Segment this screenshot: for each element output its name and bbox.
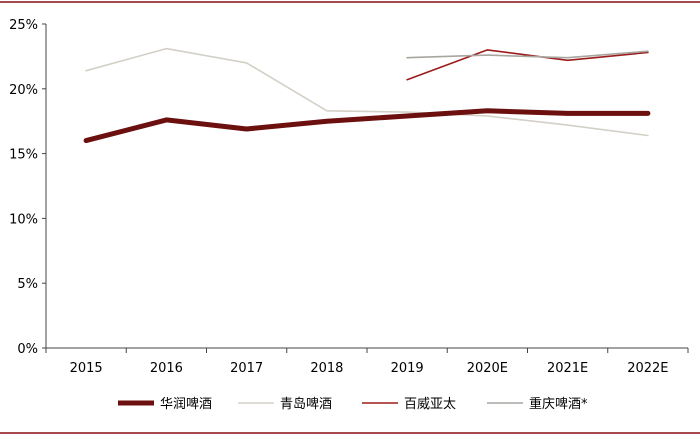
legend-label: 百威亚太: [404, 397, 456, 412]
x-tick-label: 2020E: [467, 361, 508, 376]
y-tick-label: 5%: [17, 277, 38, 292]
legend-label: 华润啤酒: [160, 397, 212, 412]
legend: 华润啤酒 青岛啤酒 百威亚太 重庆啤酒*: [118, 396, 588, 412]
x-tick-label: 2017: [230, 361, 263, 376]
y-tick-label: 15%: [9, 148, 38, 163]
legend-label: 重庆啤酒*: [529, 396, 588, 412]
x-tick-label: 2016: [150, 361, 183, 376]
y-tick-label: 25%: [9, 18, 38, 33]
series-line-2: [406, 49, 649, 81]
series-lines: [83, 47, 651, 144]
series-line-3: [406, 50, 649, 59]
y-tick-label: 0%: [17, 342, 38, 357]
y-tick-label: 10%: [9, 212, 38, 227]
series-line-0: [83, 108, 651, 144]
series-line-1: [85, 47, 649, 137]
y-tick-label: 20%: [9, 83, 38, 98]
x-tick-label: 2021E: [547, 361, 588, 376]
x-tick-label: 2018: [310, 361, 343, 376]
axes: 0% 5% 10% 15% 20% 25% 2015 2016 2017 2018 2019 2020…: [9, 18, 689, 376]
x-tick-label: 2015: [70, 361, 103, 376]
legend-label: 青岛啤酒: [280, 396, 332, 412]
x-tick-label: 2022E: [627, 361, 668, 376]
x-tick-label: 2019: [391, 361, 424, 376]
